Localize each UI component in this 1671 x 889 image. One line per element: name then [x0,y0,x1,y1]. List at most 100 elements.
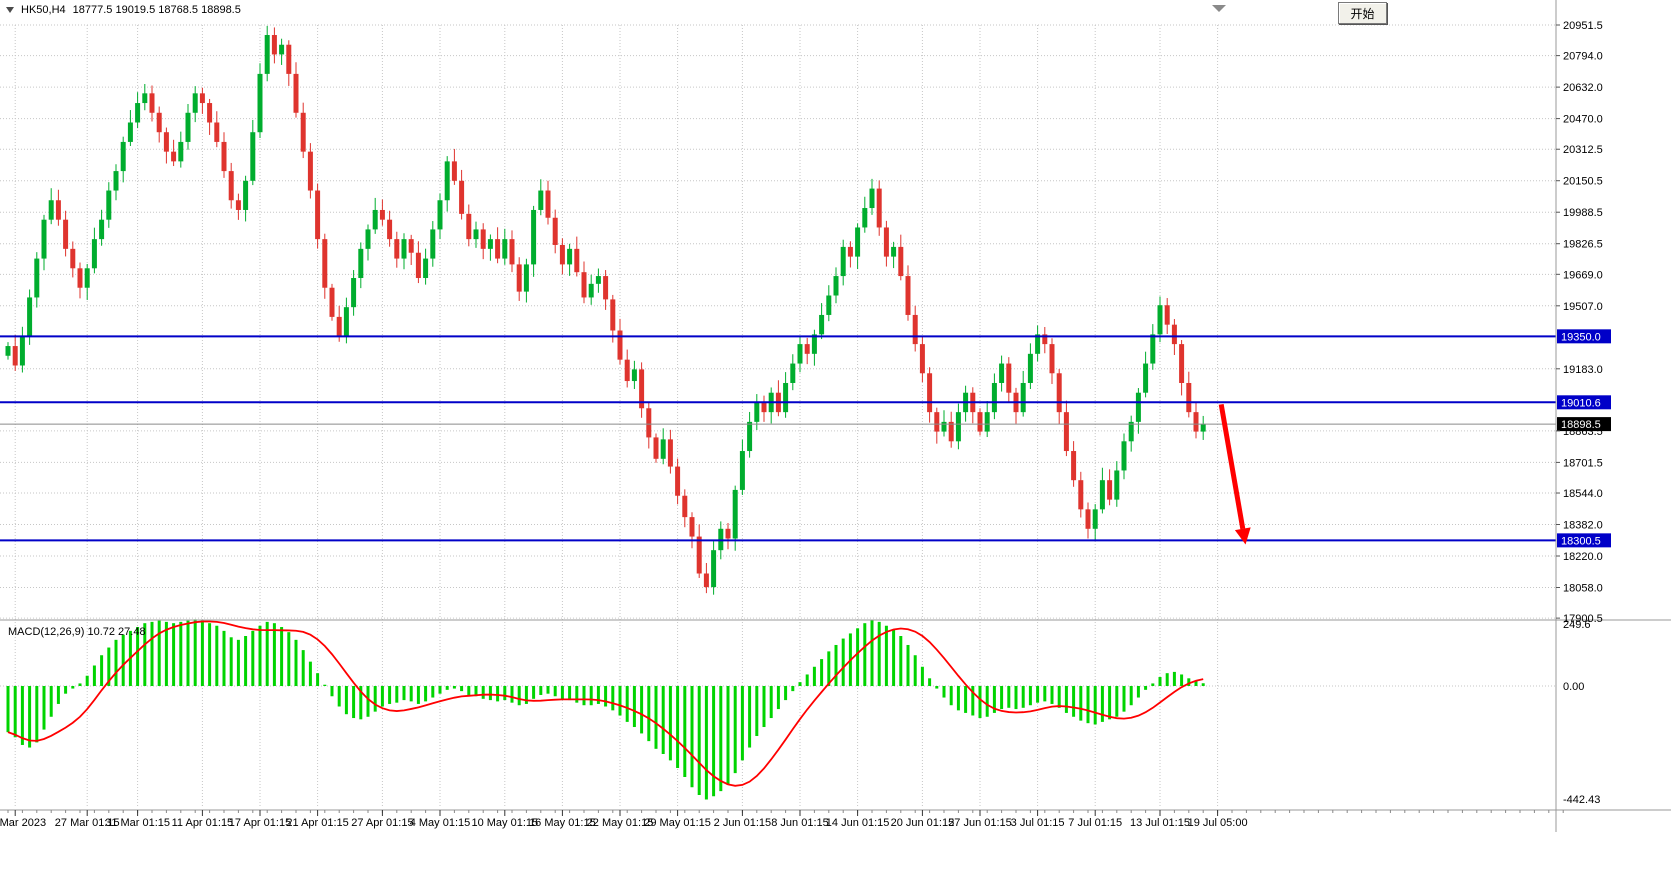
candle-body [91,239,97,269]
time-axis-label: 2 Jun 01:15 [714,817,772,829]
candle-body [207,103,213,123]
candle-body [646,408,652,438]
candle-body [1193,412,1199,432]
price-axis-label: 19183.0 [1563,364,1603,376]
candle-body [617,330,623,360]
candle-body [739,451,745,490]
symbol-timeframe-label: HK50,H4 [21,4,66,16]
candle-body [192,93,198,113]
time-axis-label: 22 May 01:15 [587,817,654,829]
candle-body [55,200,61,220]
price-axis-label: 17900.5 [1563,613,1603,625]
candle-body [394,239,400,259]
candle-body [12,346,18,366]
time-axis-label: 19 Jul 05:00 [1188,817,1248,829]
candle-body [149,93,155,113]
candle-body [797,344,803,364]
candle-body [840,246,846,277]
candle-body [855,227,861,257]
candle-body [372,209,378,230]
candle-body [171,151,177,162]
candle-body [1128,421,1134,442]
candle-body [437,200,443,230]
price-axis-label: 18220.0 [1563,551,1603,563]
chevron-down-icon[interactable] [6,7,14,13]
price-axis-label: 19988.5 [1563,207,1603,219]
candle-body [545,190,551,218]
time-axis-label: 21 Apr 01:15 [286,817,348,829]
candle-body [603,276,609,300]
macd-indicator-label: MACD(12,26,9) 10.72 27.48 [8,626,146,638]
time-axis-label: 13 Jul 01:15 [1130,817,1190,829]
price-axis-label: 20794.0 [1563,51,1603,63]
candle-body [999,363,1005,383]
candle-body [250,132,256,181]
candle-body [415,252,421,279]
time-axis-label: 27 Mar 01:15 [55,817,120,829]
candle-body [228,171,234,201]
price-axis-label: 18544.0 [1563,488,1603,500]
candle-body [531,209,537,265]
candle-body [315,190,321,240]
candle-body [63,219,69,249]
candle-body [905,276,911,315]
candle-body [351,278,357,308]
candle-body [235,200,241,210]
price-axis-label: 18382.0 [1563,520,1603,532]
candle-body [70,248,76,269]
arrow-down-object[interactable] [1218,403,1246,530]
macd-scale-top: 249.6 [1563,619,1591,631]
objects-layer [0,335,1556,545]
price-axis-label: 20632.0 [1563,82,1603,94]
candle-body [574,248,580,273]
candle-body [660,439,666,459]
candle-body [696,536,702,574]
candle-body [711,550,717,588]
candle-body [754,402,760,422]
price-tag-label: 18300.5 [1561,535,1601,547]
time-axis-label: 16 May 01:15 [529,817,596,829]
candle-body [221,141,227,172]
macd-scale-bottom: -442.43 [1563,794,1600,806]
macd-layer [6,619,1205,800]
candle-body [1063,412,1069,452]
chart-shift-marker-icon[interactable] [1212,5,1226,12]
start-button[interactable]: 开始 [1338,2,1387,24]
price-tag [1557,395,1611,410]
candle-body [480,229,486,249]
time-axis-label: 11 Apr 01:15 [172,817,234,829]
candle-body [1121,441,1127,471]
candle-body [862,208,868,228]
candle-body [891,246,897,257]
price-axis-label: 20951.5 [1563,20,1603,32]
candle-body [1071,451,1077,481]
candle-body [631,369,637,382]
candle-body [365,229,371,249]
grid-layer [0,24,1556,808]
candle-body [898,246,904,277]
candle-body [495,239,501,259]
candle-body [847,246,853,257]
candle-body [142,93,148,104]
candle-body [300,112,306,152]
price-axis-label: 20470.0 [1563,114,1603,126]
candle-body [927,373,933,413]
candle-body [502,239,508,259]
candle-body [1027,353,1033,383]
candle-body [703,573,709,588]
candle-body [279,44,285,55]
candle-body [120,141,126,172]
candle-body [667,439,673,467]
candle-body [876,188,882,228]
candle-body [984,412,990,432]
time-axis-label: 10 May 01:15 [471,817,538,829]
price-tag [1557,417,1611,432]
candle-body [307,151,313,191]
candle-body [214,122,220,142]
candle-body [919,344,925,374]
candle-body [178,141,184,162]
candle-body [1006,363,1012,393]
